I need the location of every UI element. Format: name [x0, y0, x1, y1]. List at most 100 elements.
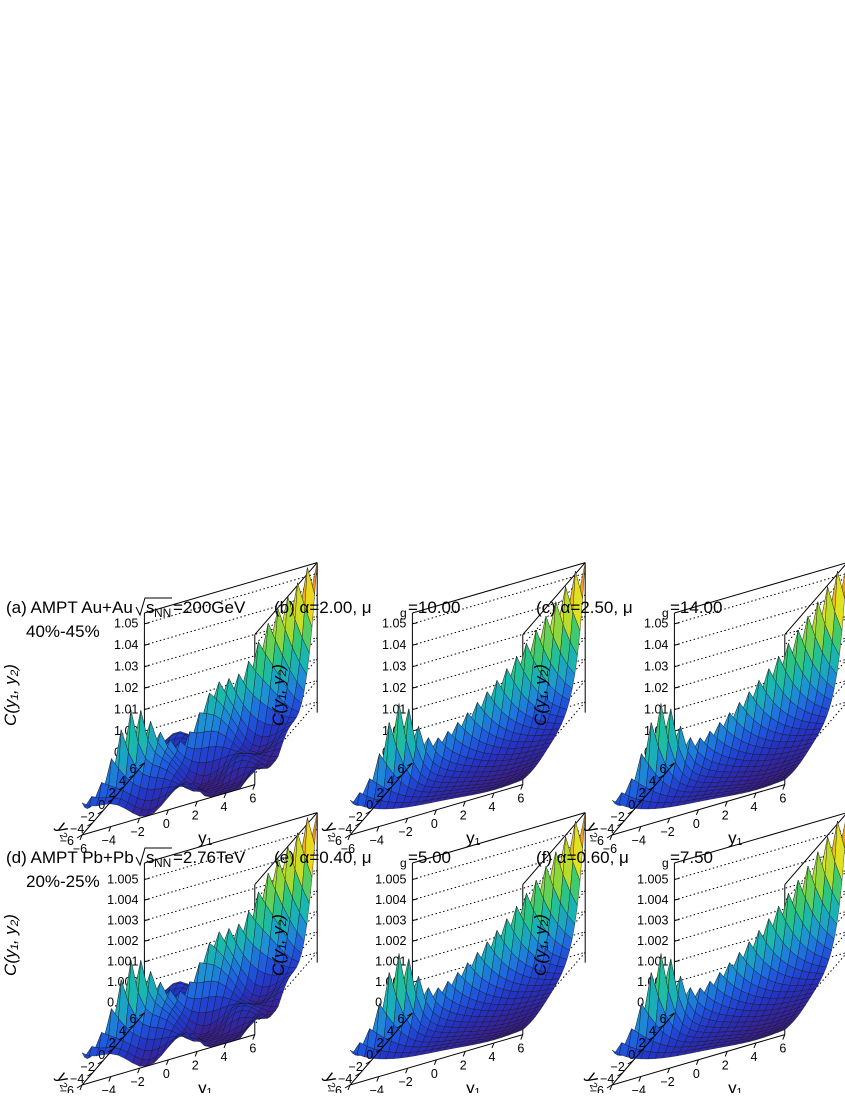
x-tick [347, 834, 351, 841]
energy-subscript: NN [154, 606, 171, 620]
energy-sqrt-var: s [146, 598, 155, 617]
z-tick-label: 1.003 [107, 914, 138, 928]
z-tick-label: 1.04 [644, 638, 668, 652]
x-tick [194, 801, 198, 807]
y-tick [669, 762, 675, 767]
z-tick [144, 939, 150, 942]
box-edge [412, 562, 586, 614]
x-tick-label: 4 [221, 1050, 228, 1064]
y-tick [118, 786, 124, 791]
y-tick [365, 810, 372, 815]
x-tick-label: −4 [102, 1084, 116, 1093]
x-axis-title: y₁ [198, 828, 213, 847]
panel-title: (a) AMPT Au+Au [6, 598, 133, 617]
y-tick-label: −2 [349, 1060, 363, 1074]
z-tick [412, 643, 418, 646]
z-tick-label: 1.04 [114, 638, 138, 652]
x-tick-label: −6 [73, 842, 87, 856]
x-tick-label: −2 [660, 825, 674, 839]
z-tick [412, 686, 418, 689]
surface-mesh [81, 562, 318, 817]
z-tick [674, 686, 680, 689]
x-tick-label: 0 [163, 1067, 170, 1081]
z-axis-title: C(y₁, y₂) [531, 914, 550, 976]
y-tick [637, 798, 644, 803]
y-tick-label: −4 [600, 822, 614, 836]
z-tick-label: 1.002 [107, 934, 138, 948]
x-axis-title: y₁ [466, 828, 481, 847]
z-tick-label: 1.02 [644, 681, 668, 695]
y-tick-label: 4 [119, 1024, 126, 1038]
panel-a: (a) AMPT Au+AusNN=200GeV40%-45%0.991.001… [1, 562, 319, 856]
z-tick-label: 1.05 [382, 617, 406, 631]
x-tick [433, 809, 437, 815]
x-tick-label: −2 [398, 1075, 412, 1089]
x-tick-label: 6 [249, 792, 256, 806]
y-tick-label: 0 [366, 798, 373, 812]
x-tick [252, 784, 256, 790]
x-tick [165, 809, 169, 815]
z-tick-label: 1.005 [107, 872, 138, 886]
x-tick-label: −2 [130, 1075, 144, 1089]
energy-value: =200GeV [173, 598, 246, 617]
z-tick-label: 1.002 [637, 934, 668, 948]
y-tick-label: 0 [98, 798, 105, 812]
x-axis-title: y₁ [728, 1078, 743, 1093]
x-tick [695, 809, 699, 815]
y-tick-label: 4 [119, 774, 126, 788]
y-tick-label: −2 [81, 810, 95, 824]
z-tick-label: 1.003 [637, 914, 668, 928]
z-tick [144, 686, 150, 689]
z-gridline [674, 637, 845, 710]
y-tick-label: 6 [129, 762, 136, 776]
panel-f: (f) α=0.60, μg=7.500.9991.0001.0011.0021… [531, 812, 845, 1098]
x-tick-label: 2 [722, 808, 729, 822]
z-tick-label: 1.005 [375, 872, 406, 886]
y-tick [139, 762, 145, 767]
x-tick-label: −2 [660, 1075, 674, 1089]
x-tick [376, 826, 380, 832]
z-tick [412, 939, 418, 942]
x-tick-label: 4 [489, 800, 496, 814]
x-tick [491, 792, 495, 799]
z-tick-label: 1.01 [644, 702, 668, 716]
y-tick [76, 834, 83, 839]
z-tick [144, 898, 150, 901]
y-tick-label: −2 [611, 810, 625, 824]
y-tick-label: 6 [659, 1012, 666, 1026]
y-tick [658, 774, 665, 779]
y-tick-label: 6 [659, 762, 666, 776]
x-tick-label: −6 [603, 842, 617, 856]
y-tick-label: 4 [387, 774, 394, 788]
x-tick-label: −4 [370, 1084, 384, 1093]
x-tick [520, 784, 524, 790]
y-tick-label: −6 [328, 834, 342, 848]
y-tick [97, 810, 104, 815]
x-axis-title: y₁ [728, 828, 743, 847]
x-tick [753, 792, 757, 799]
y-tick-label: −2 [81, 1060, 95, 1074]
x-tick [638, 826, 642, 832]
z-tick [144, 707, 150, 710]
surface-mesh [81, 812, 318, 1067]
z-tick [412, 665, 418, 668]
x-tick-label: 6 [517, 792, 524, 806]
sqrt-sign [135, 847, 172, 867]
panel-b: (b) α=2.00, μg=10.000.991.001.011.021.03… [269, 562, 587, 856]
x-tick-label: −2 [398, 825, 412, 839]
z-tick [674, 643, 680, 646]
y-tick [355, 822, 361, 827]
z-tick-label: 1.02 [114, 681, 138, 695]
y-tick [344, 834, 351, 839]
y-tick-label: 4 [649, 774, 656, 788]
x-tick-label: 4 [751, 800, 758, 814]
x-tick-label: 4 [221, 800, 228, 814]
y-tick-label: 4 [649, 1024, 656, 1038]
z-tick-label: 1.003 [375, 914, 406, 928]
z-tick-label: 1.05 [114, 617, 138, 631]
panel-title: (f) α=0.60, μ [536, 848, 629, 867]
x-tick-label: −2 [130, 825, 144, 839]
z-gridline [674, 616, 845, 689]
x-tick-label: −4 [632, 834, 646, 848]
z-tick-label: 1.01 [114, 702, 138, 716]
